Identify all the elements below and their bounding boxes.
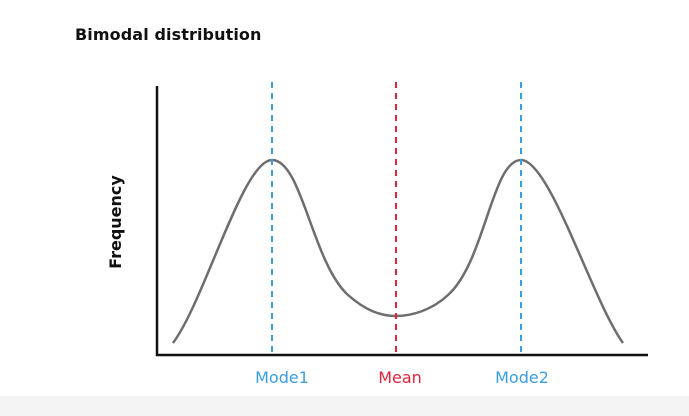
figure-title: Bimodal distribution	[75, 25, 262, 44]
y-axis-label: Frequency	[106, 175, 125, 269]
mean-label: Mean	[378, 368, 422, 387]
distribution-curve	[171, 158, 625, 344]
bottom-strip	[0, 396, 689, 416]
mode2-label: Mode2	[495, 368, 549, 387]
mode1-label: Mode1	[255, 368, 309, 387]
